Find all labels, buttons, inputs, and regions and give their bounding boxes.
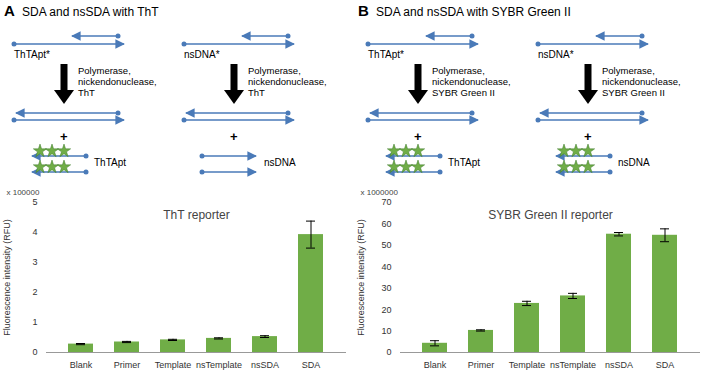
- svg-text:60: 60: [381, 219, 391, 229]
- svg-text:+: +: [230, 129, 238, 144]
- svg-text:nsTemplate: nsTemplate: [196, 360, 242, 370]
- svg-text:SDA and nsSDA with ThT: SDA and nsSDA with ThT: [22, 5, 159, 19]
- svg-text:SDA: SDA: [656, 360, 675, 370]
- svg-text:nsDNA*: nsDNA*: [538, 49, 574, 60]
- svg-text:nickendonuclease,: nickendonuclease,: [248, 76, 327, 87]
- svg-text:x 100000: x 100000: [7, 188, 40, 197]
- svg-text:0: 0: [32, 347, 37, 357]
- svg-text:+: +: [584, 129, 592, 144]
- svg-text:ThTApt: ThTApt: [448, 157, 480, 168]
- svg-text:SDA: SDA: [302, 360, 321, 370]
- svg-text:Template: Template: [509, 360, 546, 370]
- svg-text:Polymerase,: Polymerase,: [248, 65, 301, 76]
- svg-text:nickendonuclease,: nickendonuclease,: [602, 76, 681, 87]
- svg-text:Fluorescence intensity (RFU): Fluorescence intensity (RFU): [356, 219, 366, 336]
- svg-text:SYBR Green II: SYBR Green II: [432, 87, 495, 98]
- svg-text:nsDNA: nsDNA: [264, 157, 296, 168]
- svg-text:5: 5: [32, 197, 37, 207]
- svg-text:Primer: Primer: [468, 360, 495, 370]
- svg-text:30: 30: [381, 283, 391, 293]
- svg-text:ThT reporter: ThT reporter: [163, 208, 229, 222]
- svg-text:ThTApt: ThTApt: [94, 157, 126, 168]
- svg-text:+: +: [60, 129, 68, 144]
- svg-text:SYBR Green II reporter: SYBR Green II reporter: [488, 208, 613, 222]
- svg-text:nsDNA: nsDNA: [618, 157, 650, 168]
- svg-text:1: 1: [32, 317, 37, 327]
- svg-text:Polymerase,: Polymerase,: [78, 65, 131, 76]
- svg-text:Blank: Blank: [70, 360, 93, 370]
- svg-text:Blank: Blank: [424, 360, 447, 370]
- svg-text:10: 10: [381, 326, 391, 336]
- svg-text:3: 3: [32, 257, 37, 267]
- svg-text:nickendonuclease,: nickendonuclease,: [78, 76, 157, 87]
- svg-text:0: 0: [386, 347, 391, 357]
- svg-text:Polymerase,: Polymerase,: [432, 65, 485, 76]
- svg-text:Template: Template: [155, 360, 192, 370]
- svg-text:SDA and nsSDA with SYBR Green: SDA and nsSDA with SYBR Green II: [376, 5, 571, 19]
- svg-text:50: 50: [381, 240, 391, 250]
- svg-text:4: 4: [32, 227, 37, 237]
- svg-text:x 1000000: x 1000000: [361, 188, 399, 197]
- svg-text:nsTemplate: nsTemplate: [550, 360, 596, 370]
- svg-text:40: 40: [381, 262, 391, 272]
- svg-text:nsSDA: nsSDA: [605, 360, 633, 370]
- svg-text:SYBR Green II: SYBR Green II: [602, 87, 665, 98]
- svg-text:70: 70: [381, 197, 391, 207]
- svg-text:Polymerase,: Polymerase,: [602, 65, 655, 76]
- svg-text:nsDNA*: nsDNA*: [184, 49, 220, 60]
- svg-text:2: 2: [32, 287, 37, 297]
- svg-text:Primer: Primer: [114, 360, 141, 370]
- svg-text:+: +: [414, 129, 422, 144]
- svg-text:Fluorescence intensity (RFU): Fluorescence intensity (RFU): [2, 219, 12, 336]
- svg-text:B: B: [358, 2, 369, 19]
- svg-text:nickendonuclease,: nickendonuclease,: [432, 76, 511, 87]
- svg-text:ThTApt*: ThTApt*: [14, 49, 50, 60]
- svg-text:20: 20: [381, 305, 391, 315]
- svg-text:ThT: ThT: [248, 87, 265, 98]
- svg-text:ThTApt*: ThTApt*: [368, 49, 404, 60]
- svg-text:ThT: ThT: [78, 87, 95, 98]
- svg-text:A: A: [4, 2, 15, 19]
- svg-text:nsSDA: nsSDA: [251, 360, 279, 370]
